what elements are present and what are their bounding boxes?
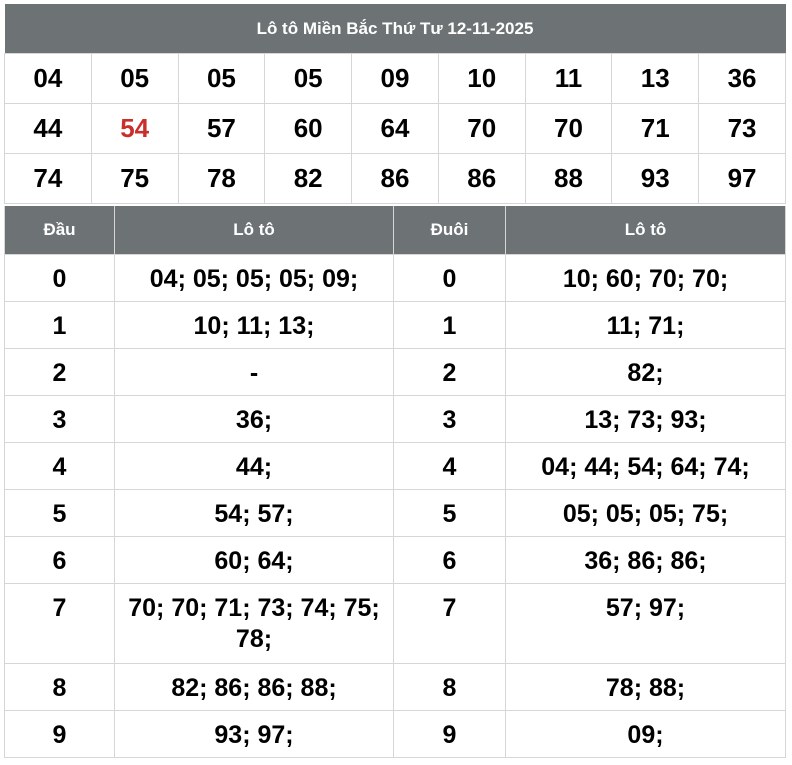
number-cell: 86 bbox=[437, 153, 526, 204]
dau-cell: 6 bbox=[4, 536, 115, 584]
duoi-cell: 1 bbox=[393, 301, 506, 349]
number-cell: 54 bbox=[90, 103, 179, 154]
dau-loto-cell: 54; 57; bbox=[114, 489, 394, 537]
header-duoi: Đuôi bbox=[393, 204, 506, 255]
header-loto-2: Lô tô bbox=[505, 204, 786, 255]
table-row: 6 60; 64; 6 36; 86; 86; bbox=[4, 536, 786, 584]
table-row: 2-2 82; bbox=[4, 348, 786, 396]
duoi-loto-cell: 10; 60; 70; 70; bbox=[505, 254, 786, 302]
dau-loto-cell: 82; 86; 86; 88; bbox=[114, 663, 394, 711]
table-row: 0 04; 05; 05; 05; 09; 0 10; 60; 70; 70; bbox=[4, 254, 786, 302]
duoi-loto-cell: 09; bbox=[505, 710, 786, 758]
number-cell: 93 bbox=[611, 153, 700, 204]
duoi-loto-cell: 04; 44; 54; 64; 74; bbox=[505, 442, 786, 490]
number-cell: 11 bbox=[524, 53, 613, 104]
duoi-cell: 5 bbox=[393, 489, 506, 537]
duoi-loto-cell: 78; 88; bbox=[505, 663, 786, 711]
number-cell: 09 bbox=[351, 53, 439, 104]
dau-loto-cell: 36; bbox=[114, 395, 394, 443]
header-loto-1: Lô tô bbox=[114, 204, 394, 255]
numbers-row: 04 05 05 05 09 10 11 13 36 bbox=[4, 53, 786, 104]
number-cell: 05 bbox=[90, 53, 179, 104]
dau-loto-cell: 60; 64; bbox=[114, 536, 394, 584]
dau-cell: 4 bbox=[4, 442, 115, 490]
number-cell: 82 bbox=[264, 153, 353, 204]
dau-cell: 8 bbox=[4, 663, 115, 711]
duoi-cell: 0 bbox=[393, 254, 506, 302]
table-row: 5 54; 57; 5 05; 05; 05; 75; bbox=[4, 489, 786, 537]
number-cell: 36 bbox=[698, 53, 786, 104]
number-cell: 04 bbox=[4, 53, 92, 104]
number-cell: 64 bbox=[351, 103, 439, 154]
number-cell: 75 bbox=[90, 153, 179, 204]
dau-loto-cell: - bbox=[114, 348, 394, 396]
loto-results: Lô tô Miền Bắc Thứ Tư 12-11-2025 04 05 05 0… bbox=[4, 4, 786, 758]
table-row: 8 82; 86; 86; 88; 8 78; 88; bbox=[4, 663, 786, 711]
dau-loto-cell: 10; 11; 13; bbox=[114, 301, 394, 349]
duoi-loto-cell: 82; bbox=[505, 348, 786, 396]
number-cell: 05 bbox=[177, 53, 266, 104]
duoi-loto-cell: 11; 71; bbox=[505, 301, 786, 349]
numbers-table: Lô tô Miền Bắc Thứ Tư 12-11-2025 04 05 05 0… bbox=[4, 4, 786, 204]
duoi-cell: 9 bbox=[393, 710, 506, 758]
table-row: 7 70; 70; 71; 73; 74; 75; 78; 7 57; 97; bbox=[4, 583, 786, 664]
number-cell: 74 bbox=[4, 153, 92, 204]
duoi-cell: 7 bbox=[393, 583, 506, 664]
number-cell: 97 bbox=[698, 153, 786, 204]
duoi-loto-cell: 57; 97; bbox=[505, 583, 786, 664]
dau-cell: 1 bbox=[4, 301, 115, 349]
dau-loto-cell: 93; 97; bbox=[114, 710, 394, 758]
duoi-cell: 2 bbox=[393, 348, 506, 396]
number-cell: 70 bbox=[437, 103, 526, 154]
header-dau: Đầu bbox=[4, 204, 115, 255]
page-title: Lô tô Miền Bắc Thứ Tư 12-11-2025 bbox=[4, 4, 786, 54]
dau-loto-cell: 70; 70; 71; 73; 74; 75; 78; bbox=[114, 583, 394, 664]
dau-cell: 0 bbox=[4, 254, 115, 302]
dau-cell: 7 bbox=[4, 583, 115, 664]
table-row: 4 44; 4 04; 44; 54; 64; 74; bbox=[4, 442, 786, 490]
duoi-cell: 8 bbox=[393, 663, 506, 711]
numbers-row: 44 54 57 60 64 70 70 71 73 bbox=[4, 103, 786, 154]
number-cell: 60 bbox=[264, 103, 353, 154]
number-cell: 71 bbox=[611, 103, 700, 154]
number-cell: 73 bbox=[698, 103, 786, 154]
number-cell: 13 bbox=[611, 53, 700, 104]
table-row: 3 36; 3 13; 73; 93; bbox=[4, 395, 786, 443]
duoi-cell: 3 bbox=[393, 395, 506, 443]
number-cell: 44 bbox=[4, 103, 92, 154]
duoi-cell: 6 bbox=[393, 536, 506, 584]
dau-cell: 9 bbox=[4, 710, 115, 758]
duoi-loto-cell: 05; 05; 05; 75; bbox=[505, 489, 786, 537]
dau-loto-cell: 04; 05; 05; 05; 09; bbox=[114, 254, 394, 302]
table-row: 1 10; 11; 13; 1 11; 71; bbox=[4, 301, 786, 349]
number-cell: 05 bbox=[264, 53, 353, 104]
number-cell: 70 bbox=[524, 103, 613, 154]
duoi-loto-cell: 13; 73; 93; bbox=[505, 395, 786, 443]
dau-cell: 3 bbox=[4, 395, 115, 443]
dau-cell: 2 bbox=[4, 348, 115, 396]
number-cell: 10 bbox=[437, 53, 526, 104]
number-cell: 86 bbox=[351, 153, 439, 204]
number-cell: 78 bbox=[177, 153, 266, 204]
duoi-loto-cell: 36; 86; 86; bbox=[505, 536, 786, 584]
numbers-row: 74 75 78 82 86 86 88 93 97 bbox=[4, 153, 786, 204]
number-cell: 88 bbox=[524, 153, 613, 204]
dau-loto-cell: 44; bbox=[114, 442, 394, 490]
duoi-cell: 4 bbox=[393, 442, 506, 490]
number-cell: 57 bbox=[177, 103, 266, 154]
dau-cell: 5 bbox=[4, 489, 115, 537]
table-row: 9 93; 97; 9 09; bbox=[4, 710, 786, 758]
dau-duoi-table: Đầu Lô tô Đuôi Lô tô 0 04; 05; 05; 05; 09… bbox=[4, 204, 786, 758]
